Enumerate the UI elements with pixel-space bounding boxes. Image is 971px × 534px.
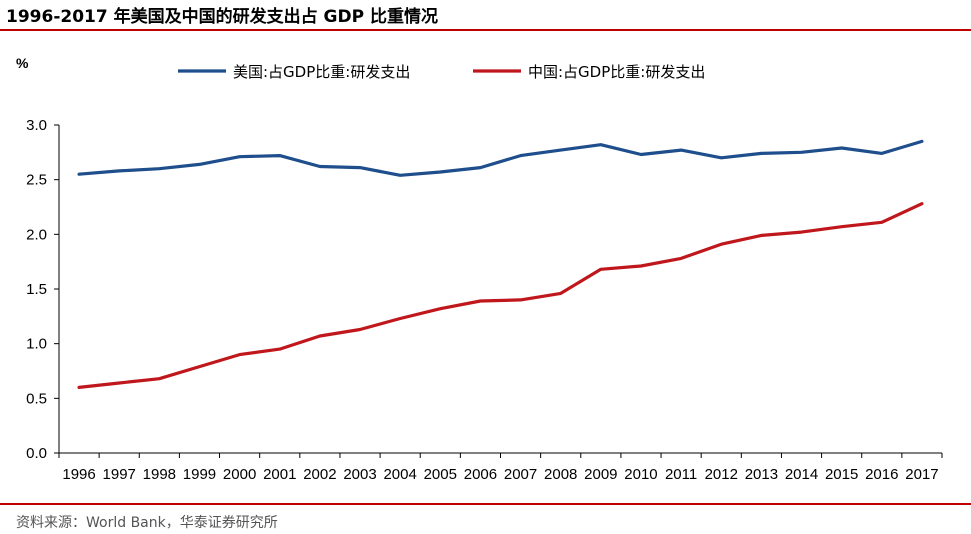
line-chart: % 美国:占GDP比重:研发支出 中国:占GDP比重:研发支出 0.0 0.5 1.0… xyxy=(16,55,943,483)
x-tick-label: 2006 xyxy=(464,466,497,483)
x-tick-label: 2004 xyxy=(383,466,416,483)
x-tick-label: 2008 xyxy=(544,466,577,483)
series-lines xyxy=(77,139,924,389)
y-unit-label: % xyxy=(16,55,29,71)
y-tick-label: 1.0 xyxy=(26,336,47,353)
x-tick-label: 2014 xyxy=(785,466,818,483)
x-tick-label: 2016 xyxy=(865,466,898,483)
y-tick-label: 3.0 xyxy=(26,117,47,134)
x-tick-label: 1996 xyxy=(62,466,95,483)
y-tick-label: 1.5 xyxy=(26,281,47,298)
x-tick-label: 2001 xyxy=(263,466,296,483)
x-tick-label: 2017 xyxy=(905,466,938,483)
us-series-line xyxy=(77,139,924,177)
source-note: 资料来源：World Bank，华泰证券研究所 xyxy=(16,515,278,531)
x-tick-label: 2010 xyxy=(624,466,657,483)
x-tick-label: 2002 xyxy=(303,466,336,483)
axes: 0.0 0.5 1.0 1.5 2.0 2.5 3.0 1996 1997 1998 1999 200… xyxy=(26,117,943,483)
x-tick-label: 2009 xyxy=(584,466,617,483)
y-tick-label: 2.0 xyxy=(26,226,47,243)
source-divider xyxy=(0,503,971,505)
y-tick-label: 0.5 xyxy=(26,390,47,407)
x-tick-label: 2005 xyxy=(424,466,457,483)
cn-series-line xyxy=(77,202,924,389)
x-tick-label: 2015 xyxy=(825,466,858,483)
y-tick-label: 2.5 xyxy=(26,172,47,189)
x-tick-label: 2013 xyxy=(745,466,778,483)
x-tick-label: 1998 xyxy=(143,466,176,483)
legend-label-us: 美国:占GDP比重:研发支出 xyxy=(233,63,410,81)
y-tick-label: 0.0 xyxy=(26,445,47,462)
chart-title: 1996-2017 年美国及中国的研发支出占 GDP 比重情况 xyxy=(6,7,438,27)
x-tick-label: 2003 xyxy=(343,466,376,483)
x-tick-label: 1999 xyxy=(183,466,216,483)
legend-label-cn: 中国:占GDP比重:研发支出 xyxy=(528,63,705,81)
x-tick-label: 2011 xyxy=(665,466,697,483)
x-tick-label: 2000 xyxy=(223,466,256,483)
x-tick-label: 2012 xyxy=(705,466,738,483)
title-divider xyxy=(0,29,971,31)
x-tick-label: 2007 xyxy=(504,466,537,483)
legend: 美国:占GDP比重:研发支出 中国:占GDP比重:研发支出 xyxy=(178,63,705,81)
x-tick-label: 1997 xyxy=(103,466,136,483)
